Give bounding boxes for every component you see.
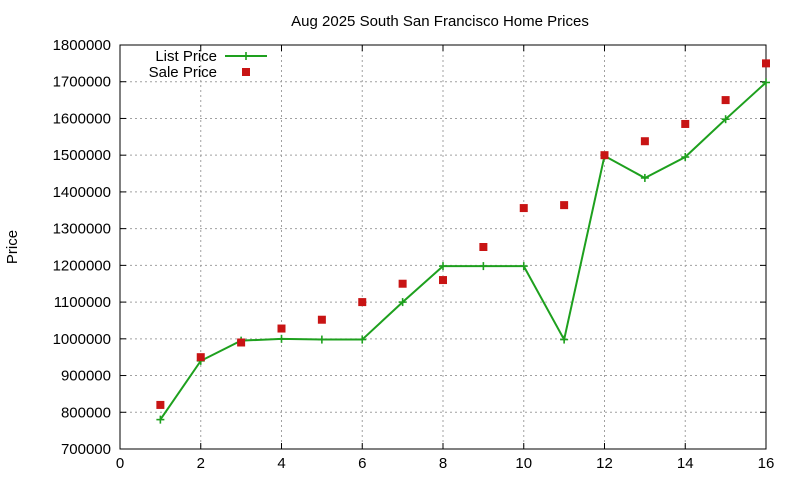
x-tick-label: 4 (277, 455, 285, 472)
sale-price-point (762, 59, 770, 68)
sale-price-point (560, 201, 569, 210)
sale-price-point (196, 353, 205, 362)
y-axis: 700000 800000 900000 1000000 1100000 1200000 1… (53, 37, 766, 458)
sale-price-point (398, 279, 407, 288)
sale-price-point (237, 338, 246, 347)
sale-price-point (358, 298, 367, 307)
sale-price-point (721, 96, 730, 105)
grid-lines (120, 45, 766, 449)
legend-label: List Price (155, 48, 217, 65)
list-price-line (159, 81, 767, 421)
y-tick-label: 1000000 (53, 331, 111, 348)
x-tick-label: 8 (439, 455, 447, 472)
list-price-point (519, 262, 528, 271)
y-tick-label: 1200000 (53, 257, 111, 274)
list-price-point (277, 334, 286, 343)
y-tick-label: 1700000 (53, 74, 111, 91)
sale-price-point (317, 315, 326, 324)
y-tick-label: 1500000 (53, 147, 111, 164)
x-tick-label: 2 (197, 455, 205, 472)
y-tick-label: 700000 (61, 441, 111, 458)
y-tick-label: 1400000 (53, 184, 111, 201)
x-tick-label: 12 (596, 455, 613, 472)
legend-label: Sale Price (149, 64, 217, 81)
list-price-point (358, 335, 367, 344)
y-tick-label: 1300000 (53, 221, 111, 238)
y-tick-label: 1100000 (54, 294, 111, 311)
series-layer (156, 59, 770, 424)
list-price-point (640, 173, 649, 182)
sale-price-point (681, 119, 690, 128)
x-axis: 0 2 4 6 8 10 12 14 16 (116, 45, 775, 472)
x-tick-label: 10 (515, 455, 532, 472)
list-price-point (681, 153, 690, 162)
list-price-point (156, 415, 165, 424)
list-price-point (398, 298, 407, 307)
series-sale-price (156, 59, 770, 409)
list-price-point (560, 335, 569, 344)
y-axis-label: Price (4, 230, 21, 264)
y-tick-label: 800000 (61, 404, 111, 421)
sale-price-point (600, 151, 609, 160)
legend-square-swatch (242, 68, 250, 76)
sale-price-point (519, 204, 528, 213)
y-tick-label: 1600000 (53, 110, 111, 127)
sale-price-point (479, 243, 488, 251)
list-price-point (439, 262, 447, 271)
sale-price-point (277, 324, 286, 333)
series-list-price (156, 78, 770, 424)
legend-plus-swatch (242, 52, 250, 60)
sale-price-point (156, 400, 165, 409)
list-price-point (317, 335, 326, 344)
list-price-point (479, 262, 488, 271)
list-price-point (721, 115, 730, 124)
list-price-point (762, 78, 770, 87)
x-tick-label: 14 (677, 455, 694, 472)
sale-price-point (640, 137, 649, 146)
sale-price-point (439, 276, 447, 285)
x-tick-label: 16 (758, 455, 775, 472)
chart-title: Aug 2025 South San Francisco Home Prices (291, 13, 589, 30)
x-tick-label: 6 (358, 455, 366, 472)
y-tick-label: 1800000 (53, 37, 111, 54)
y-tick-label: 900000 (61, 368, 111, 385)
x-tick-label: 0 (116, 455, 124, 472)
